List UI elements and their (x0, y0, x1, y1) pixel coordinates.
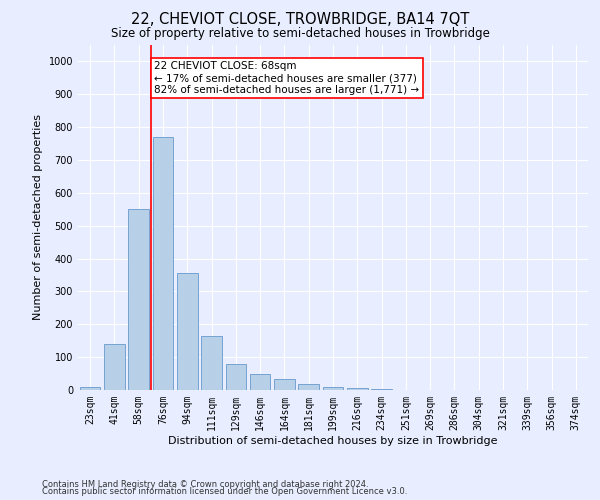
Bar (250, 374, 271, 390)
Y-axis label: Number of semi-detached properties: Number of semi-detached properties (33, 114, 43, 320)
Bar (226, 364, 246, 390)
Bar (201, 336, 222, 390)
Bar (152, 137, 173, 390)
Text: Contains public sector information licensed under the Open Government Licence v3: Contains public sector information licen… (42, 488, 407, 496)
Bar (104, 344, 125, 390)
Text: 22, CHEVIOT CLOSE, TROWBRIDGE, BA14 7QT: 22, CHEVIOT CLOSE, TROWBRIDGE, BA14 7QT (131, 12, 469, 28)
Bar (298, 384, 319, 390)
Bar (128, 210, 149, 390)
Text: Contains HM Land Registry data © Crown copyright and database right 2024.: Contains HM Land Registry data © Crown c… (42, 480, 368, 489)
Bar (371, 389, 392, 390)
Bar (80, 388, 100, 390)
Bar (323, 386, 343, 390)
Bar (347, 388, 368, 390)
Text: 22 CHEVIOT CLOSE: 68sqm
← 17% of semi-detached houses are smaller (377)
82% of s: 22 CHEVIOT CLOSE: 68sqm ← 17% of semi-de… (155, 62, 419, 94)
X-axis label: Distribution of semi-detached houses by size in Trowbridge: Distribution of semi-detached houses by … (168, 436, 498, 446)
Text: Size of property relative to semi-detached houses in Trowbridge: Size of property relative to semi-detach… (110, 28, 490, 40)
Bar (177, 274, 197, 390)
Bar (274, 380, 295, 390)
